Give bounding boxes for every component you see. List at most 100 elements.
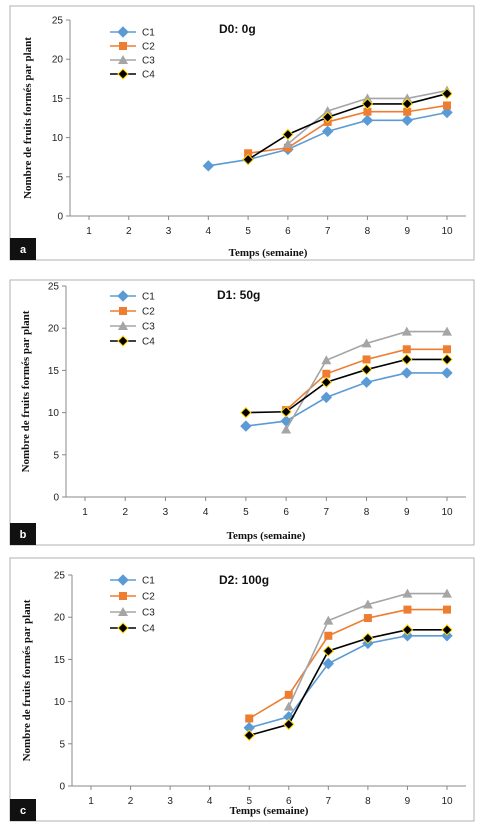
chart-panel-a: 0 5 10 15 20 25 1 2 3 4 5 6 7 8 9 10 Temps (semaine) Nomb… [9,5,475,261]
data-point-C4 [401,98,413,110]
data-point-C2 [402,345,411,354]
legend-label: C2 [142,592,155,603]
data-point-C4 [321,111,334,123]
data-point-C2 [245,714,254,723]
x-tick-label: 9 [404,507,410,518]
data-point-C4 [243,729,255,742]
data-point-C1 [401,114,413,127]
data-point-C3 [361,338,372,348]
legend-marker [117,622,129,634]
data-point-C4 [441,87,453,100]
legend-marker [117,68,129,80]
data-point-C4 [441,624,453,636]
data-point-C1 [202,160,215,172]
data-point-C4 [362,632,374,645]
y-tick-label: 25 [54,571,66,582]
panel-title: D0: 0g [219,22,256,36]
data-point-C4 [441,353,453,366]
panel-frame [9,557,475,822]
y-tick-label: 20 [52,55,64,66]
x-tick-label: 7 [326,796,332,807]
y-tick-label: 0 [57,212,63,223]
data-point-C4 [320,376,333,388]
x-tick-label: 10 [441,796,453,807]
data-point-C4 [283,718,295,731]
y-tick-label: 25 [52,16,64,27]
x-axis-title: Temps (semaine) [230,805,309,817]
data-point-C1 [360,376,373,388]
y-axis-title: Nombre de fruits formés par plant [21,599,33,761]
data-point-C4 [360,363,373,376]
legend-label: C4 [142,337,155,348]
y-axis-title: Nombre de fruits formés par plant [20,310,32,472]
x-tick-label: 2 [128,796,134,807]
data-point-C4 [282,128,294,141]
x-tick-label: 8 [365,226,371,237]
legend-label: C1 [142,576,155,587]
y-axis-title: Nombre de fruits formés par plant [22,37,34,199]
x-tick-label: 10 [441,226,453,237]
data-point-C2 [403,605,412,614]
data-point-C1 [441,106,453,119]
series-line-C1 [249,634,447,729]
data-point-C2 [284,690,293,699]
panel-title: D2: 100g [219,573,269,587]
series-line-C4 [249,629,447,737]
legend-marker [117,574,129,586]
legend-label: C3 [142,56,155,67]
x-tick-label: 2 [122,507,128,518]
x-tick-label: 9 [405,796,411,807]
x-tick-label: 6 [283,507,289,518]
panel-letter-badge [10,799,36,821]
x-tick-label: 8 [365,796,371,807]
y-tick-label: 10 [48,408,60,419]
chart-panel-b: 0 5 10 15 20 25 1 2 3 4 5 6 7 8 9 10 Temps (semaine) Nomb… [9,279,475,546]
data-point-C4 [322,645,335,657]
x-tick-label: 4 [207,796,213,807]
panel-letter: a [20,244,27,256]
y-tick-label: 15 [48,366,60,377]
y-tick-label: 5 [53,450,59,461]
data-point-C3 [362,599,373,609]
x-tick-label: 7 [325,226,331,237]
legend-label: C3 [142,322,155,333]
legend-marker [118,607,128,616]
data-point-C4 [401,353,413,366]
data-point-C1 [401,367,413,379]
data-point-C1 [240,420,252,432]
x-tick-label: 5 [246,796,252,807]
legend-marker [117,335,129,347]
x-tick-label: 5 [245,226,251,237]
x-tick-label: 1 [88,796,94,807]
panel-letter-badge [10,523,36,545]
y-tick-label: 20 [48,324,60,335]
series-line-C4 [245,358,447,414]
panel-letter: b [20,529,27,541]
data-point-C1 [361,114,374,127]
data-point-C3 [442,326,452,336]
series-C4 [243,624,453,742]
data-point-C3 [442,588,452,598]
legend: C1 C2 C3 C4 [110,26,155,81]
x-tick-label: 1 [86,226,92,237]
data-point-C3 [402,93,413,103]
x-tick-label: 6 [285,226,291,237]
data-point-C2 [362,355,371,364]
y-tick-label: 15 [52,94,64,105]
chart-panel-c: 0 5 10 15 20 25 1 2 3 4 5 6 7 8 9 10 Temps (semaine) Nomb… [9,557,475,822]
y-tick-label: 10 [52,133,64,144]
y-tick-label: 5 [57,172,63,183]
y-tick-label: 25 [48,282,60,293]
series-C1 [240,367,453,432]
y-tick-label: 5 [59,739,65,750]
y-tick-label: 10 [54,697,66,708]
x-tick-label: 3 [167,796,173,807]
data-point-C2 [443,345,451,354]
data-point-C4 [242,153,254,166]
data-point-C2 [443,605,451,614]
data-point-C2 [363,107,372,116]
data-point-C3 [281,424,292,434]
legend: C1 C2 C3 C4 [110,290,155,348]
panel-letter: c [20,805,26,817]
